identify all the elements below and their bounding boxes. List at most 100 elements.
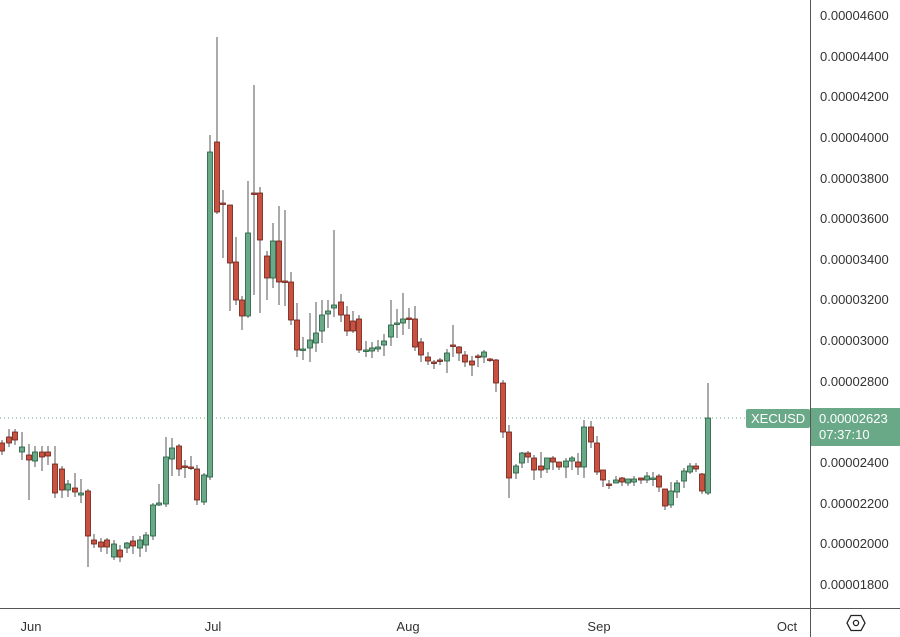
candle-up: [331, 304, 337, 309]
candle-up: [563, 460, 569, 468]
candle-down: [220, 202, 226, 205]
candle-down: [72, 487, 78, 493]
candle-up: [201, 474, 207, 503]
candle-down: [338, 301, 344, 316]
candle-down: [6, 436, 12, 444]
candle-up: [513, 465, 519, 474]
price-tick-label: 0.00004200: [820, 89, 889, 104]
candle-up: [400, 318, 406, 324]
time-tick-label: Sep: [587, 619, 611, 634]
candle-down: [500, 382, 506, 433]
candle-down: [91, 539, 97, 545]
candle-down: [264, 255, 270, 279]
candle-down: [538, 465, 544, 471]
chart-plot-area[interactable]: [0, 0, 810, 608]
candle-up: [631, 478, 637, 483]
candle-up: [381, 340, 387, 346]
candle-down: [182, 465, 188, 468]
candle-up: [319, 314, 325, 332]
candle-down: [59, 468, 65, 491]
candle-down: [233, 261, 239, 301]
price-tick-label: 0.00002800: [820, 374, 889, 389]
candle-down: [257, 192, 263, 241]
candle-up: [581, 426, 587, 468]
time-tick-label: Jun: [20, 619, 42, 634]
candle-up: [245, 232, 251, 317]
candle-down: [456, 346, 462, 354]
candle-down: [117, 549, 123, 558]
price-axis[interactable]: 0.00004600 0.00004400 0.00004200 0.00004000…: [810, 0, 900, 608]
candle-down: [85, 490, 91, 537]
price-tick-label: 0.00001800: [820, 577, 889, 592]
time-tick-label: Aug: [396, 619, 420, 634]
time-axis[interactable]: Jun Jul Aug Sep Oct: [0, 608, 810, 637]
candle-down: [506, 431, 512, 479]
settings-hexagon-icon: [845, 614, 866, 632]
candle-up: [313, 332, 319, 344]
candle-down: [194, 468, 200, 501]
candle-down: [104, 539, 110, 548]
candle-down: [656, 475, 662, 488]
candle-down: [619, 477, 625, 483]
candle-up: [270, 240, 276, 279]
last-price-value: 0.00002623: [819, 411, 888, 426]
candle-down: [294, 319, 300, 351]
candle-down: [288, 281, 294, 321]
candle-down: [606, 483, 612, 486]
candle-up: [444, 352, 450, 362]
candle-down: [469, 360, 475, 366]
candle-down: [487, 358, 493, 361]
candle-up: [363, 349, 369, 352]
candle-up: [163, 456, 169, 505]
candle-down: [418, 341, 424, 356]
candle-up: [650, 477, 656, 480]
candle-up: [19, 446, 25, 453]
candle-up: [644, 475, 650, 481]
candle-up: [613, 479, 619, 484]
candle-up: [156, 502, 162, 506]
candle-up: [674, 482, 680, 493]
bar-countdown: 07:37:10: [819, 427, 870, 442]
chart-settings-button[interactable]: [810, 608, 900, 637]
candle-down: [356, 318, 362, 351]
candle-down: [26, 454, 32, 461]
price-tick-label: 0.00004000: [820, 130, 889, 145]
price-tick-label: 0.00002000: [820, 536, 889, 551]
candle-down: [214, 141, 220, 213]
candle-down: [525, 452, 531, 458]
candle-down: [39, 451, 45, 458]
candle-down: [98, 541, 104, 548]
candle-down: [0, 442, 5, 452]
candle-down: [45, 451, 51, 457]
candle-down: [406, 317, 412, 320]
candle-down: [282, 280, 288, 283]
candle-up: [668, 490, 674, 506]
candle-down: [588, 426, 594, 443]
candle-down: [594, 442, 600, 473]
candle-up: [544, 457, 550, 470]
candle-down: [251, 192, 257, 195]
price-tick-label: 0.00002400: [820, 455, 889, 470]
candle-down: [531, 457, 537, 471]
price-tick-label: 0.00004400: [820, 49, 889, 64]
candle-up: [369, 347, 375, 352]
candle-up: [169, 447, 175, 460]
price-tick-label: 0.00003200: [820, 292, 889, 307]
candle-up: [705, 417, 711, 494]
candle-down: [188, 466, 194, 469]
candle-down: [412, 318, 418, 348]
candle-down: [12, 431, 18, 441]
candle-down: [239, 299, 245, 317]
price-tick-label: 0.00003000: [820, 333, 889, 348]
candle-down: [350, 320, 356, 332]
symbol-label: XECUSD: [746, 409, 811, 428]
candle-down: [276, 240, 282, 283]
price-tick-label: 0.00003800: [820, 171, 889, 186]
candle-down: [575, 461, 581, 468]
price-tick-label: 0.00003400: [820, 252, 889, 267]
candle-up: [687, 465, 693, 473]
price-tick-label: 0.00003600: [820, 211, 889, 226]
candle-up: [307, 339, 313, 349]
candlestick-series: [0, 37, 810, 567]
time-tick-label: Oct: [776, 619, 798, 634]
